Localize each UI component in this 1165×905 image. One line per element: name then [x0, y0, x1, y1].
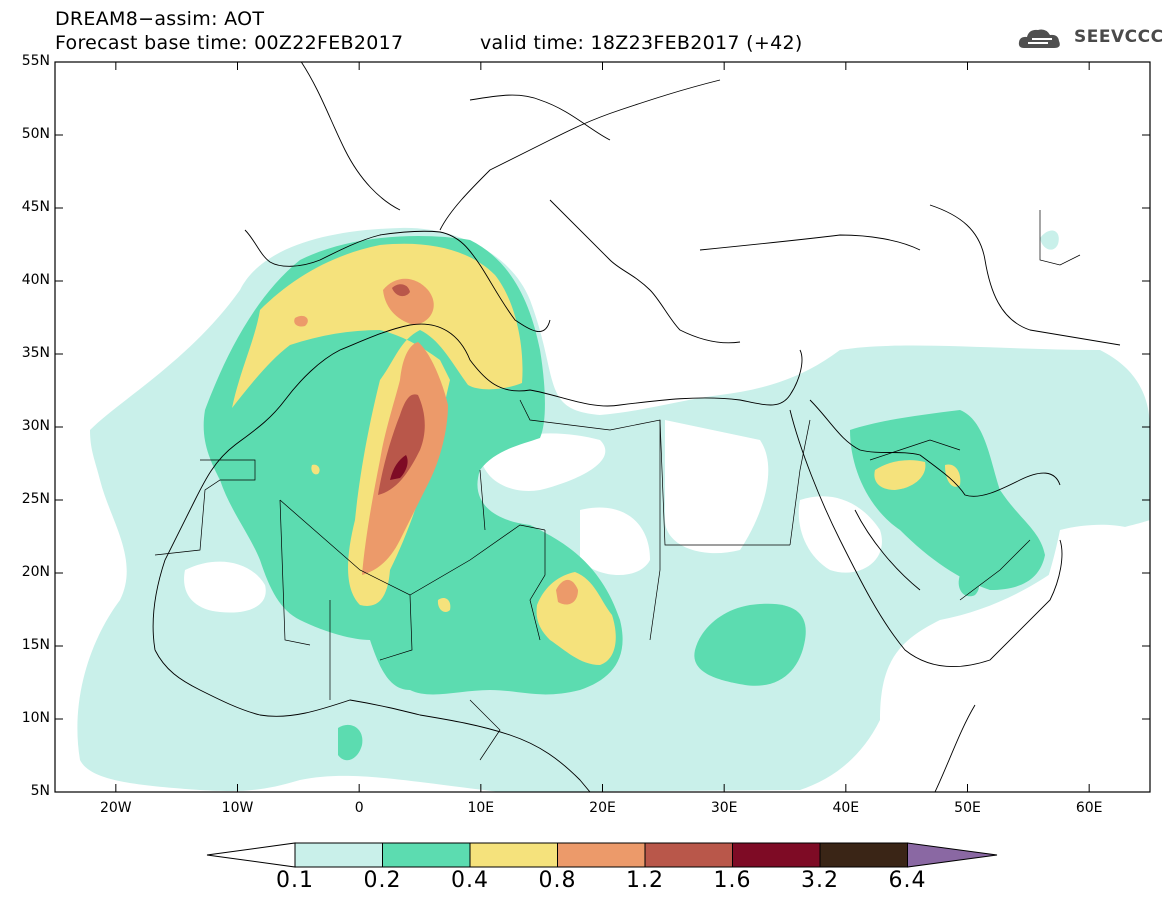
colorbar-swatch	[470, 843, 558, 867]
colorbar-swatch	[733, 843, 821, 867]
colorbar-label: 0.2	[353, 868, 413, 893]
colorbar-over-arrow	[908, 843, 998, 867]
colorbar-label: 0.4	[440, 868, 500, 893]
colorbar-swatch	[645, 843, 733, 867]
colorbar-swatch	[558, 843, 646, 867]
colorbar-label: 3.2	[790, 868, 850, 893]
colorbar-label: 0.8	[528, 868, 588, 893]
colorbar-label: 0.1	[265, 868, 325, 893]
colorbar-label: 1.6	[703, 868, 763, 893]
colorbar-swatch	[820, 843, 908, 867]
colorbar-label: 6.4	[878, 868, 938, 893]
colorbar-label: 1.2	[615, 868, 675, 893]
colorbar-swatch	[383, 843, 471, 867]
colorbar-under-arrow	[207, 843, 295, 867]
colorbar-swatch	[295, 843, 383, 867]
